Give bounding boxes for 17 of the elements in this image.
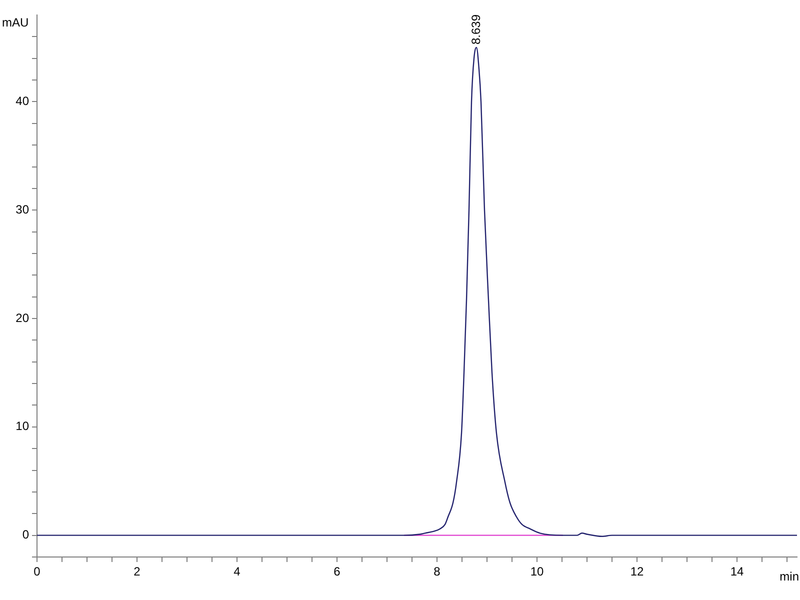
y-tick-label: 40: [16, 94, 30, 108]
x-tick-label: 10: [530, 564, 544, 579]
x-tick-label: 12: [630, 564, 644, 579]
y-tick-label: 0: [22, 528, 30, 542]
x-tick-label: 4: [234, 564, 241, 579]
y-tick-label: 10: [16, 419, 30, 434]
line-series: [37, 46, 797, 538]
x-tick-label: 8: [434, 564, 441, 579]
x-tick-label: 2: [134, 564, 141, 579]
x-tick-label: 0: [34, 564, 41, 579]
x-tick-label: 6: [334, 564, 341, 579]
y-tick-label: 20: [16, 310, 30, 325]
y-axis-title: mAU: [2, 15, 29, 30]
x-axis-title: min: [780, 569, 799, 584]
annotation: 8.639: [468, 14, 483, 45]
y-tick-label: 30: [16, 202, 30, 216]
x-tick-label: 14: [730, 564, 744, 579]
